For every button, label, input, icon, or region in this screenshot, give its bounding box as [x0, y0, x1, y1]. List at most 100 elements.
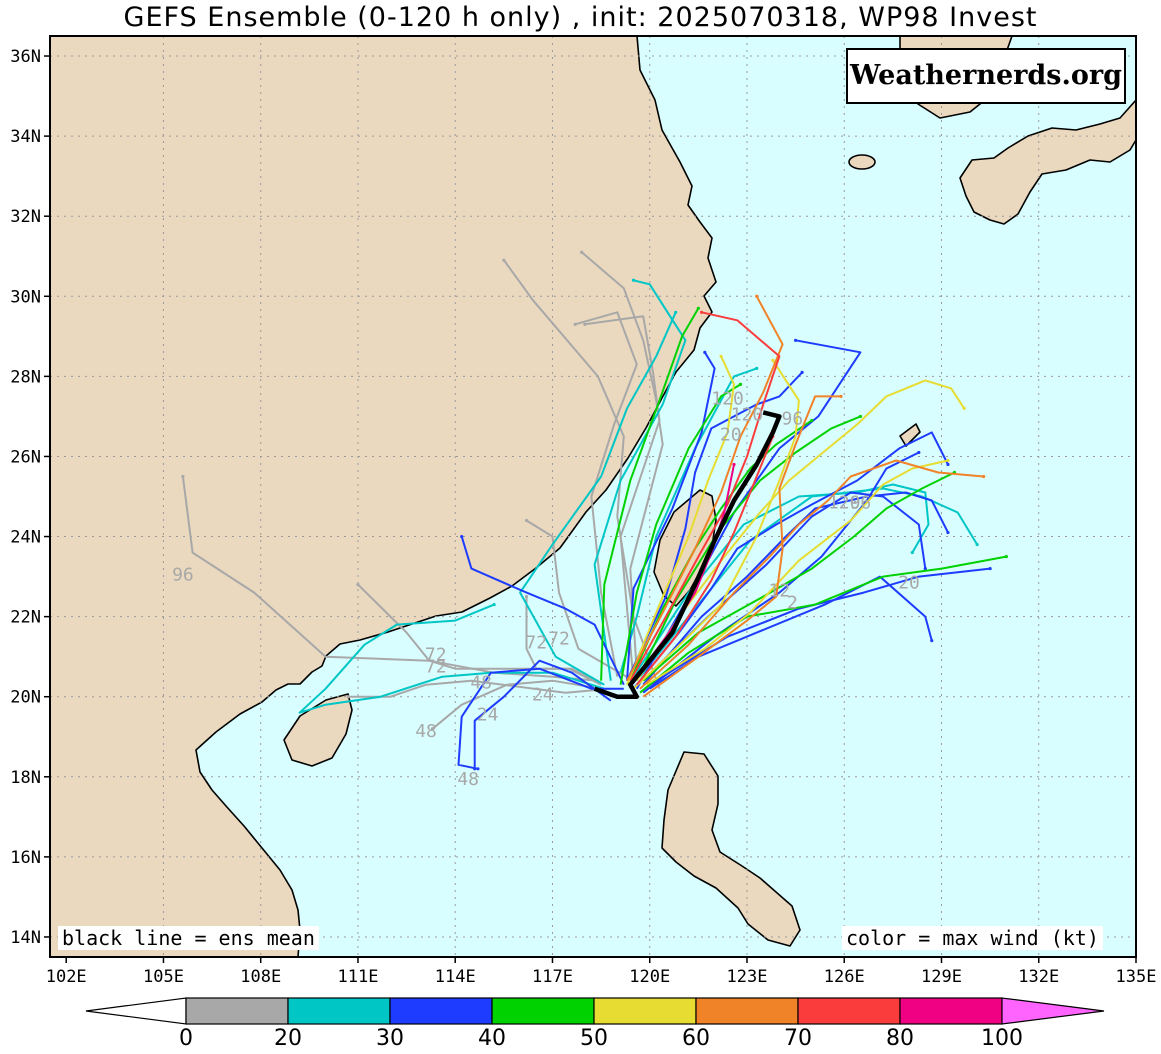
lon-label: 120E — [629, 967, 670, 987]
track-end-dot — [524, 595, 529, 599]
track-end-dot — [755, 366, 759, 370]
track-end-dot — [502, 258, 506, 262]
lon-label: 123E — [727, 967, 768, 987]
lon-label: 111E — [337, 967, 378, 987]
track-end-dot — [738, 382, 743, 386]
hour-label: 2 — [787, 593, 798, 614]
lon-label: 126E — [824, 967, 865, 987]
track-end-dot — [732, 462, 736, 467]
brand-logo: Weathernerds.org — [846, 48, 1126, 104]
track-end-dot — [923, 566, 927, 571]
lat-label: 16N — [10, 848, 41, 868]
track-end-dot — [946, 530, 950, 535]
track-end-dot — [583, 322, 587, 326]
colorbar-tick-label: 70 — [784, 1026, 812, 1051]
land-jeju — [848, 154, 876, 170]
lat-label: 32N — [10, 207, 41, 227]
chart-title: GEFS Ensemble (0-120 h only) , init: 202… — [123, 2, 1038, 33]
land-luzon — [661, 751, 801, 947]
track-end-dot — [917, 450, 921, 455]
ensemble-track — [574, 311, 638, 677]
lat-label: 24N — [10, 528, 41, 548]
track-end-dot — [771, 358, 775, 362]
hour-label: 72 — [425, 657, 447, 678]
land-japan — [959, 99, 1136, 225]
colorbar-low-arrow — [85, 997, 187, 1025]
hour-label: 96 — [782, 408, 804, 429]
ensemble-track — [629, 419, 813, 682]
colorbar-tick-label: 20 — [274, 1026, 302, 1051]
hour-label: 120 — [711, 388, 744, 409]
map-frame — [49, 35, 1137, 958]
track-end-dot — [982, 474, 986, 479]
track-end-dot — [946, 458, 950, 463]
track-end-dot — [858, 414, 863, 419]
hour-label: 72 — [525, 633, 547, 654]
ensemble-track — [626, 295, 784, 682]
lon-label: 129E — [921, 967, 962, 987]
track-end-dot — [719, 354, 723, 358]
colorbar-segment — [797, 997, 901, 1025]
hour-label: 48 — [470, 673, 492, 694]
ensemble-track — [639, 459, 984, 690]
track-end-dot — [962, 406, 966, 411]
ensemble-track — [632, 431, 949, 690]
lat-label: 26N — [10, 447, 41, 467]
mean-line-legend: black line = ens mean — [58, 926, 319, 950]
track-end-dot — [810, 418, 814, 423]
hour-label: 120 — [731, 404, 764, 425]
colorbar-tick-label: 0 — [179, 1026, 193, 1051]
hour-label: 48 — [415, 721, 437, 742]
track-end-dot — [700, 310, 704, 314]
lon-label: 117E — [532, 967, 573, 987]
lon-label: 108E — [240, 967, 281, 987]
hour-label: 48 — [457, 769, 479, 790]
lat-label: 18N — [10, 768, 41, 788]
track-end-dot — [910, 550, 914, 555]
ensemble-track — [626, 371, 803, 682]
colorbar-segment — [287, 997, 391, 1025]
lon-label: 102E — [46, 967, 87, 987]
hour-label: 72 — [425, 645, 447, 666]
ensemble-track — [635, 379, 966, 682]
longitude-labels: 102E 105E 108E 111E 114E 117E 120E 123E 126E 129E… — [46, 957, 1156, 987]
ensemble-track — [626, 355, 735, 686]
ensemble-track — [525, 519, 635, 682]
track-end-dot — [580, 250, 584, 254]
colorbar — [85, 997, 1105, 1025]
hour-label: 20 — [720, 424, 742, 445]
colorbar-tick-label: 30 — [376, 1026, 404, 1051]
hour-label: 24 — [477, 705, 499, 726]
track-end-dot — [755, 294, 759, 298]
colorbar-segment — [389, 997, 493, 1025]
track-end-dot — [473, 767, 477, 771]
track-end-dot — [975, 542, 979, 547]
colorbar-tick-label: 80 — [886, 1026, 914, 1051]
track-end-dot — [492, 603, 496, 607]
ensemble-track — [581, 251, 664, 673]
lat-label: 30N — [10, 287, 41, 307]
lon-label: 132E — [1018, 967, 1059, 987]
land-mainland — [50, 36, 717, 957]
ensemble-track — [473, 659, 612, 769]
track-end-dot — [346, 695, 350, 699]
wind-color-legend: color = max wind (kt) — [842, 926, 1103, 950]
hour-label: 20 — [898, 573, 920, 594]
hour-label: 96 — [172, 565, 194, 586]
track-end-dot — [930, 639, 934, 643]
colorbar-high-arrow — [1001, 997, 1105, 1025]
ensemble-track — [626, 351, 716, 681]
lon-label: 114E — [435, 967, 476, 987]
hour-label: 24 — [532, 685, 554, 706]
colorbar-segment — [695, 997, 799, 1025]
track-end-dot — [476, 767, 480, 771]
lat-label: 28N — [10, 367, 41, 387]
ensemble-track — [642, 395, 841, 698]
ensemble-track — [636, 436, 774, 686]
lat-label: 20N — [10, 688, 41, 708]
colorbar-segment — [899, 997, 1003, 1025]
track-end-dot — [356, 582, 360, 587]
hour-label: 96 — [850, 493, 872, 514]
ensemble-track — [457, 667, 624, 770]
